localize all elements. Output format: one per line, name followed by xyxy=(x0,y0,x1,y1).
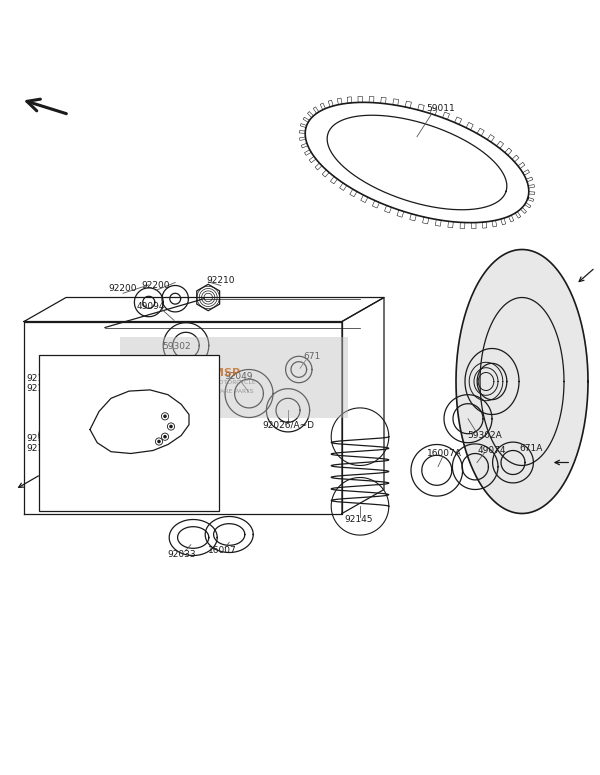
Text: 16007A: 16007A xyxy=(427,449,461,458)
Text: 92033: 92033 xyxy=(167,549,196,559)
Text: 92122: 92122 xyxy=(26,384,55,393)
Text: 92049: 92049 xyxy=(91,498,119,507)
Text: 59011: 59011 xyxy=(427,104,455,113)
Text: 92122: 92122 xyxy=(26,374,55,383)
Bar xyxy=(39,354,219,511)
Text: 92026/A~D: 92026/A~D xyxy=(262,420,314,429)
Polygon shape xyxy=(456,250,588,514)
Text: 92200: 92200 xyxy=(142,281,170,290)
FancyBboxPatch shape xyxy=(120,336,348,418)
Text: 92210: 92210 xyxy=(206,276,235,285)
Text: 49074: 49074 xyxy=(478,446,506,455)
Text: 92200: 92200 xyxy=(109,284,137,293)
Circle shape xyxy=(55,382,65,393)
Circle shape xyxy=(163,435,167,439)
Text: 59302A: 59302A xyxy=(467,431,502,440)
Circle shape xyxy=(169,425,173,429)
Text: 59302: 59302 xyxy=(163,343,191,351)
Text: MSP: MSP xyxy=(213,367,240,377)
Circle shape xyxy=(55,393,65,404)
Text: MOTORCYCLE: MOTORCYCLE xyxy=(213,381,256,385)
Text: 92049: 92049 xyxy=(224,372,253,381)
Text: 671A: 671A xyxy=(520,444,542,453)
Text: 92145: 92145 xyxy=(344,515,373,524)
Circle shape xyxy=(157,439,161,443)
Text: 92122: 92122 xyxy=(26,434,55,443)
Circle shape xyxy=(163,363,206,406)
Text: 16007: 16007 xyxy=(208,546,236,555)
Circle shape xyxy=(163,415,167,418)
Text: 92122: 92122 xyxy=(26,444,55,453)
Circle shape xyxy=(50,443,58,452)
Text: SPARE PARTS: SPARE PARTS xyxy=(213,389,254,394)
Text: 671: 671 xyxy=(304,352,320,361)
Circle shape xyxy=(50,454,58,463)
Text: 49094: 49094 xyxy=(137,302,166,311)
